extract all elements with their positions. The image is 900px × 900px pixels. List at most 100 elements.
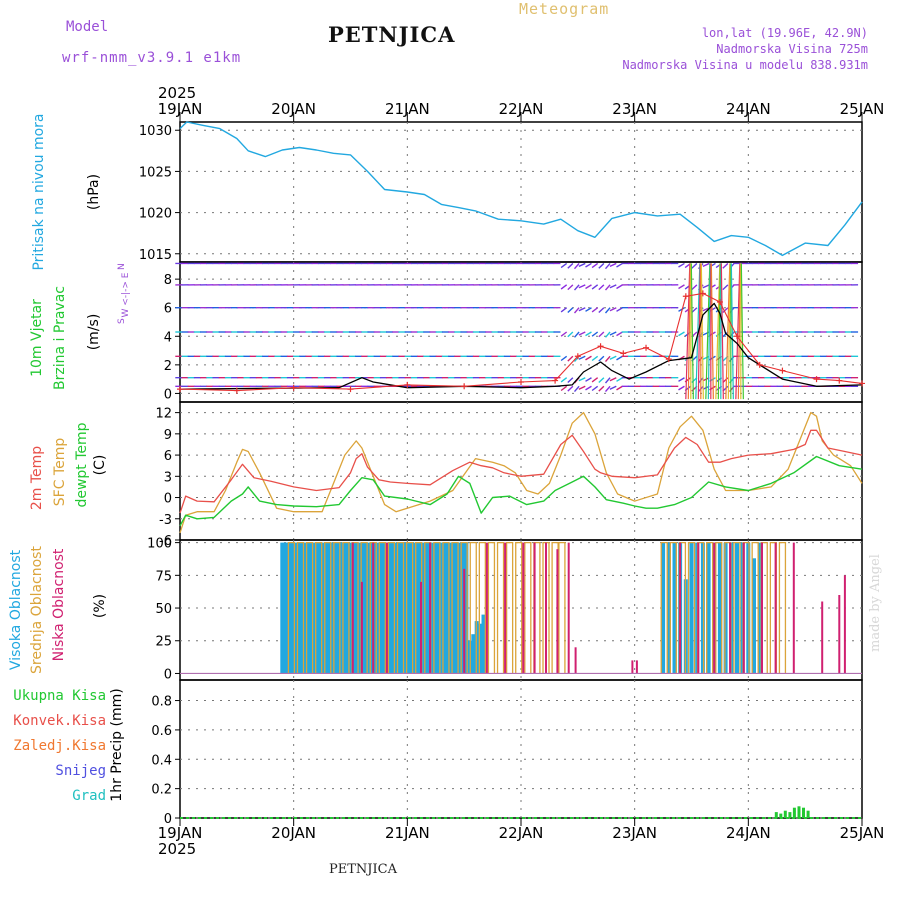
panel-frame-1 — [179, 121, 863, 263]
x-tick-label-bottom: 24JAN — [726, 824, 771, 842]
wind-barb-arrow — [609, 262, 617, 268]
wind-barb-arrow — [678, 331, 685, 337]
wind-barb-arrow — [598, 331, 605, 338]
low-cloud-bar — [635, 660, 638, 674]
wind-barb-arrow — [598, 355, 605, 362]
x-tick-label-top: 23JAN — [612, 100, 657, 118]
precip-legend-entry: Snijeg — [55, 763, 106, 779]
high-cloud-bar — [450, 542, 455, 674]
wind-barb-arrow — [573, 262, 580, 270]
y-tick-label: 1030 — [139, 124, 172, 139]
y-tick-label: 1025 — [139, 165, 172, 180]
wind-gust-marker — [682, 293, 689, 300]
wind-gust-marker — [665, 356, 672, 363]
high-cloud-bar — [423, 542, 428, 674]
precip-bar — [806, 810, 810, 818]
cloud-unit: (%) — [92, 594, 108, 618]
y-tick-label: 75 — [155, 569, 172, 584]
low-cloud-bar — [372, 542, 375, 674]
wind-barb-arrow — [585, 331, 592, 337]
gust-fan-arrow — [707, 263, 711, 400]
high-cloud-bar — [433, 542, 438, 674]
high-cloud-bar — [348, 542, 353, 674]
wind-barb-arrow — [585, 385, 592, 391]
high-cloud-bar — [321, 542, 326, 674]
low-cloud-bar — [713, 542, 716, 674]
low-cloud-bar — [742, 542, 745, 674]
wind-barb-arrow — [578, 331, 586, 336]
y-tick-label: 0 — [164, 812, 172, 827]
wind-barb-arrow — [616, 284, 623, 290]
precip-bar — [797, 806, 801, 818]
high-cloud-bar — [406, 542, 411, 674]
mid-cloud-axis-title: Srednja Oblacnost — [29, 546, 45, 674]
precip-bar — [779, 813, 783, 818]
wind-barb-arrow — [567, 385, 574, 392]
y-tick-label: 0 — [164, 667, 172, 682]
low-cloud-bar — [697, 542, 700, 674]
wind-barb-arrow — [567, 355, 574, 362]
wind-barb-arrow — [591, 377, 599, 383]
low-cloud-bar — [545, 542, 547, 674]
precip-bar — [774, 812, 778, 818]
wind-barb-arrow — [604, 377, 611, 384]
low-cloud-bar — [533, 542, 536, 674]
high-cloud-bar — [328, 542, 332, 674]
high-cloud-bar — [444, 542, 448, 674]
high-cloud-bar — [464, 542, 469, 674]
wind-gust-marker — [552, 377, 559, 384]
high-cloud-bar — [287, 542, 292, 674]
low-cloud-bar — [821, 601, 824, 674]
precip-bar — [788, 812, 792, 818]
y-tick-label: 50 — [155, 602, 172, 617]
low-cloud-bar — [522, 542, 525, 674]
wind-barb-arrow — [560, 385, 568, 392]
wind-gust-marker — [574, 353, 581, 360]
low-cloud-bar — [574, 647, 577, 674]
wind-gust-marker — [733, 333, 740, 340]
wind-gust-marker — [620, 350, 627, 357]
mid-cloud-bar — [378, 541, 386, 674]
high-cloud-bar — [355, 542, 360, 674]
y-tick-label: 0 — [164, 387, 172, 402]
high-cloud-bar — [478, 623, 483, 674]
high-cloud-bar — [706, 542, 711, 674]
high-cloud-bar — [375, 542, 380, 674]
wind-barb-arrow — [616, 307, 623, 312]
mid-cloud-bar — [451, 541, 459, 674]
wind-barb-arrow — [702, 355, 710, 360]
low-cloud-bar — [556, 549, 559, 674]
wind-barb-arrow — [591, 284, 599, 290]
wind-barb-arrow — [604, 307, 611, 314]
high-cloud-bar — [280, 542, 285, 674]
mid-cloud-bar — [342, 541, 350, 674]
y-tick-label: 25 — [155, 635, 172, 650]
wind-barb-arrow — [578, 262, 586, 268]
wind-barb-arrow — [598, 262, 605, 269]
gust-fan-arrow — [740, 263, 744, 400]
wind-barb-arrow — [609, 385, 617, 390]
mid-cloud-bar — [469, 541, 477, 674]
elevation-text: Nadmorska Visina 725m — [716, 42, 868, 56]
precip-legend-entry: Grad — [72, 788, 106, 804]
wind-barb-arrow — [678, 262, 685, 268]
wind-barb-arrow — [609, 355, 617, 360]
high-cloud-bar — [430, 542, 435, 674]
mid-cloud-bar — [505, 541, 514, 674]
mid-cloud-bar — [296, 541, 305, 674]
wind-barb-arrow — [578, 377, 586, 382]
wind-gust-marker — [233, 387, 240, 394]
wind-barb-arrow — [604, 385, 611, 393]
high-cloud-bar — [723, 542, 728, 674]
wind-barb-arrow — [702, 262, 710, 268]
wind-gust-marker — [699, 290, 706, 297]
high-cloud-bar — [324, 542, 329, 674]
wind-barb-arrow — [560, 331, 568, 337]
high-cloud-bar — [396, 542, 401, 674]
y-tick-label: 0.6 — [151, 724, 172, 739]
mid-cloud-bar — [387, 541, 396, 674]
low-cloud-bar — [420, 581, 422, 674]
wind-barb-arrow — [678, 284, 685, 290]
high-cloud-bar — [317, 542, 322, 674]
wind-gust-marker — [597, 343, 604, 350]
